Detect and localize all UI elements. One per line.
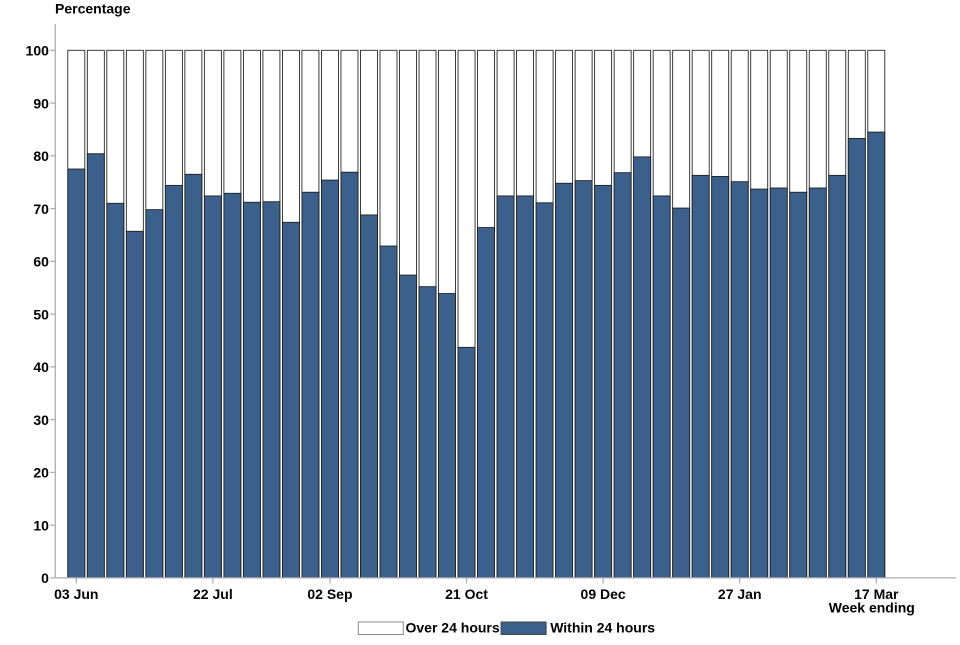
svg-text:Week ending: Week ending (829, 600, 915, 616)
svg-text:30: 30 (33, 412, 49, 428)
svg-text:Percentage: Percentage (55, 0, 131, 16)
svg-text:03 Jun: 03 Jun (54, 586, 98, 602)
svg-text:21 Oct: 21 Oct (445, 586, 488, 602)
svg-text:27 Jan: 27 Jan (718, 586, 762, 602)
svg-text:50: 50 (33, 306, 49, 322)
svg-text:90: 90 (33, 95, 49, 111)
svg-text:Within 24 hours: Within 24 hours (550, 620, 655, 636)
svg-text:0: 0 (41, 570, 49, 586)
svg-text:02 Sep: 02 Sep (307, 586, 352, 602)
svg-text:70: 70 (33, 201, 49, 217)
svg-text:17 Mar: 17 Mar (854, 586, 899, 602)
svg-text:22 Jul: 22 Jul (193, 586, 233, 602)
svg-text:60: 60 (33, 254, 49, 270)
svg-text:10: 10 (33, 517, 49, 533)
svg-text:40: 40 (33, 359, 49, 375)
svg-text:100: 100 (26, 43, 50, 59)
svg-text:80: 80 (33, 148, 49, 164)
svg-text:Over 24 hours: Over 24 hours (406, 620, 500, 636)
svg-text:20: 20 (33, 465, 49, 481)
svg-text:09 Dec: 09 Dec (581, 586, 626, 602)
